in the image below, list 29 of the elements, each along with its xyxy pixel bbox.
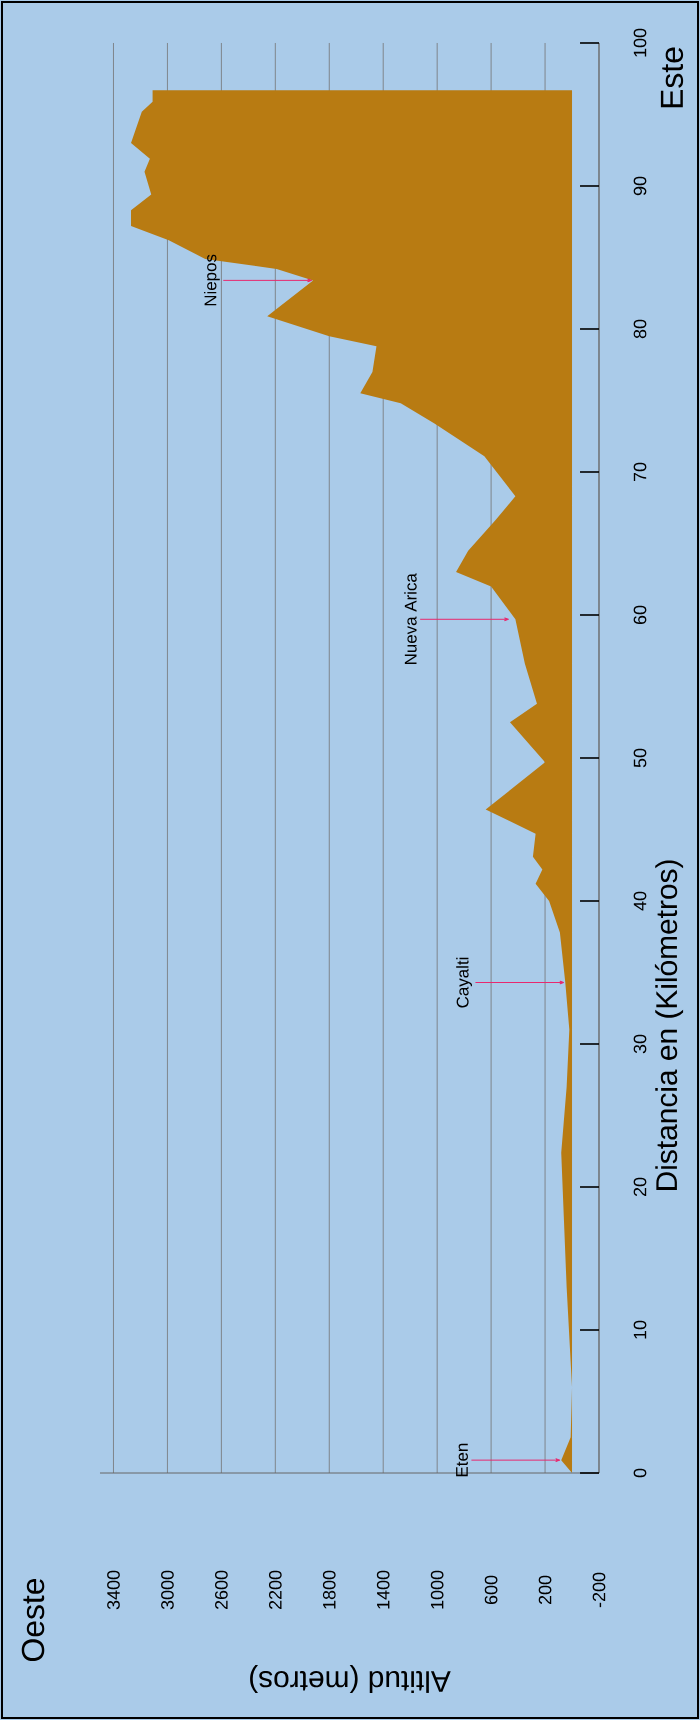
y-tick-label: 20 bbox=[633, 1177, 647, 1197]
y-tick-label: 40 bbox=[633, 891, 647, 911]
annotation: Eten bbox=[456, 1443, 468, 1477]
x-tick-label: 2200 bbox=[268, 1570, 282, 1610]
y-tick-label: 60 bbox=[633, 605, 647, 625]
y-axis-title: Distancia en (Kilómetros) bbox=[654, 860, 684, 1190]
y-tick-label: 80 bbox=[633, 319, 647, 339]
y-tick-label: 30 bbox=[633, 1034, 647, 1054]
y-tick-label: 0 bbox=[633, 1468, 647, 1478]
x-tick-label: 1800 bbox=[322, 1570, 336, 1609]
y-tick-label: 70 bbox=[633, 462, 647, 482]
y-tick-label: 90 bbox=[633, 176, 647, 196]
x-tick-label: 200 bbox=[538, 1575, 552, 1605]
annotation: Cayalti bbox=[456, 957, 472, 1008]
y-tick-label: 50 bbox=[633, 748, 647, 768]
x-tick-label: 3400 bbox=[107, 1570, 120, 1610]
x-tick-label: 600 bbox=[484, 1575, 498, 1605]
x-tick-label: 2600 bbox=[215, 1570, 228, 1610]
x-tick-label: -200 bbox=[592, 1572, 606, 1608]
annotation: Nueva Arica bbox=[404, 573, 417, 665]
annotation: Niepos bbox=[203, 254, 220, 306]
x-tick-label: 3000 bbox=[161, 1570, 174, 1610]
y-tick-label: 100 bbox=[633, 28, 647, 57]
x-tick-label: 1400 bbox=[376, 1570, 390, 1609]
text: Oeste bbox=[21, 1578, 45, 1662]
y-tick-label: 10 bbox=[633, 1320, 647, 1339]
x-axis-title: Altitud (metros) bbox=[250, 1665, 451, 1693]
text: Este bbox=[660, 47, 684, 108]
x-tick-label: 1000 bbox=[430, 1570, 444, 1609]
